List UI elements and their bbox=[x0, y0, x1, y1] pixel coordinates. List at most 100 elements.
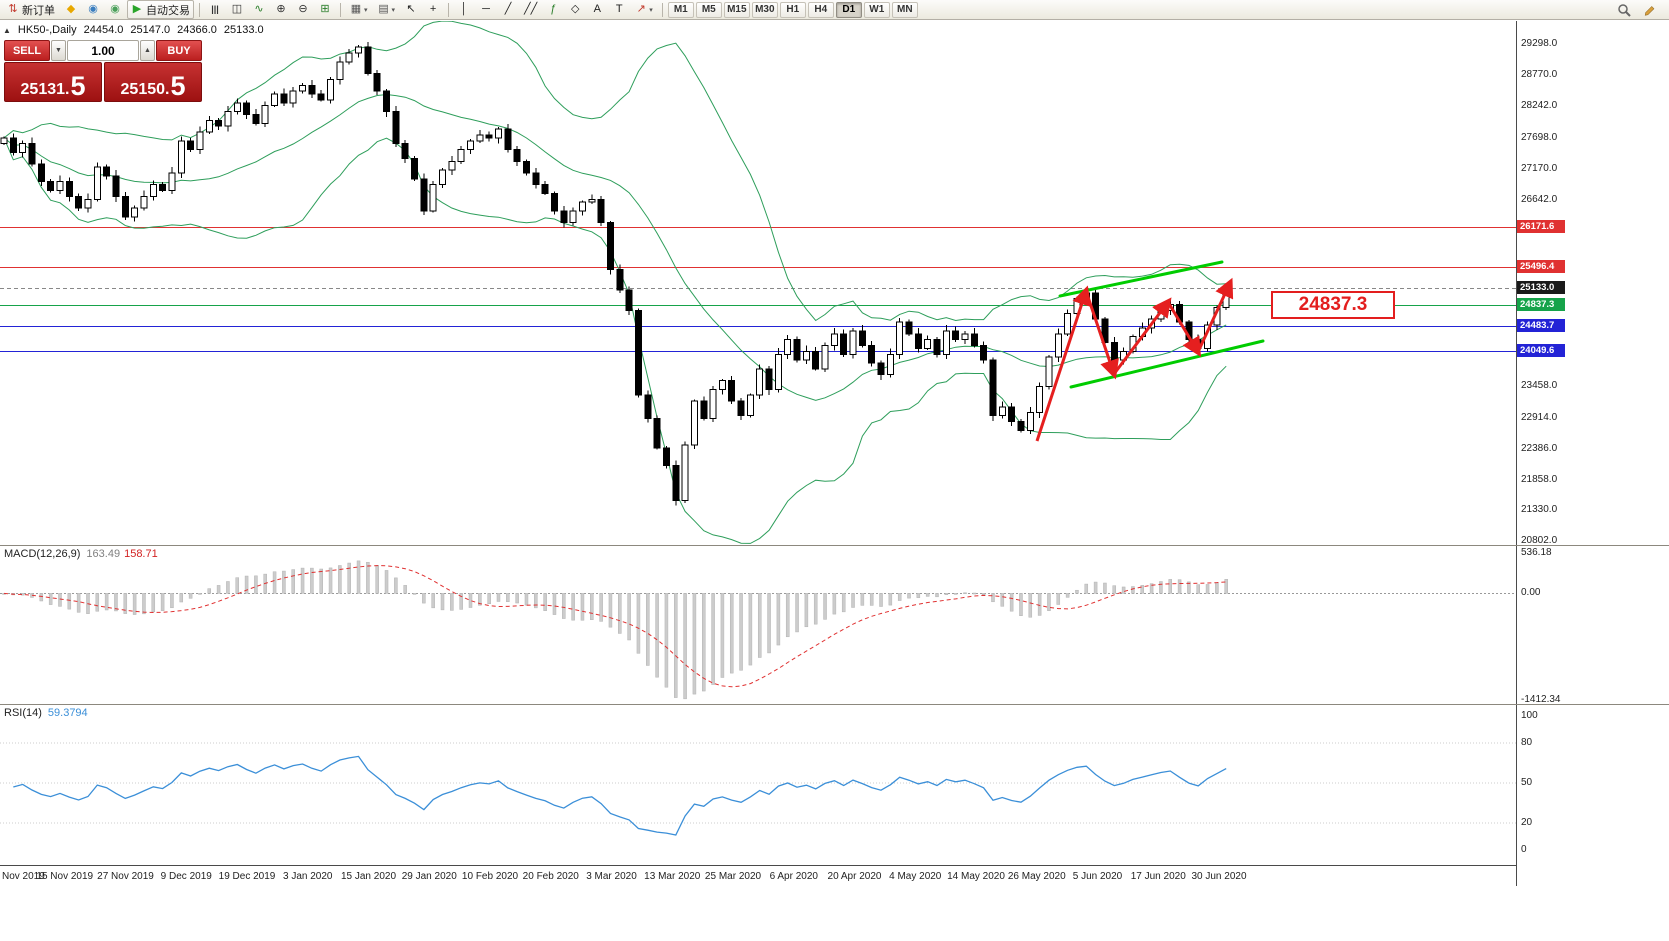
candlestick-chart-button[interactable]: ◫ bbox=[227, 0, 247, 19]
macd-bar bbox=[851, 593, 855, 608]
macd-axis-label: 0.00 bbox=[1521, 587, 1541, 599]
arrows-button[interactable]: ↗ ▾ bbox=[631, 0, 657, 19]
trend-arrow[interactable] bbox=[1035, 285, 1092, 442]
autotrading-button[interactable]: ▶ 自动交易 bbox=[127, 0, 194, 19]
rsi-axis-label: 50 bbox=[1521, 777, 1533, 788]
volume-up-button[interactable]: ▲ bbox=[140, 40, 155, 61]
market-icon: ◉ bbox=[110, 3, 120, 15]
candle bbox=[131, 207, 139, 218]
macd-pane-separator[interactable] bbox=[0, 545, 1669, 546]
candle bbox=[653, 418, 661, 449]
candle bbox=[961, 333, 969, 341]
price-axis-label: 28242.0 bbox=[1521, 100, 1558, 112]
macd-bar bbox=[48, 593, 53, 605]
trendline-button[interactable]: ╱ bbox=[498, 0, 518, 19]
panel-collapse-icon[interactable]: ▲ bbox=[3, 25, 11, 35]
search-button[interactable] bbox=[1613, 0, 1635, 19]
candle bbox=[588, 198, 596, 203]
community-button[interactable]: ◉ bbox=[83, 0, 103, 19]
price-axis[interactable]: 29298.0 28770.0 28242.0 27698.0 27170.0 26642… bbox=[1516, 21, 1669, 886]
date-axis[interactable]: Nov 2019 15 Nov 2019 27 Nov 2019 9 Dec 2019… bbox=[0, 865, 1516, 886]
macd-pane[interactable] bbox=[0, 560, 1516, 700]
price-axis-label: 21858.0 bbox=[1521, 473, 1558, 485]
date-axis-label: 29 Jan 2020 bbox=[401, 871, 457, 882]
macd-bar bbox=[440, 593, 445, 611]
timeframe-mn-button[interactable]: MN bbox=[891, 1, 918, 18]
candle bbox=[448, 160, 456, 171]
text-button[interactable]: A bbox=[587, 0, 607, 19]
channel-lower-line[interactable] bbox=[1069, 339, 1265, 389]
crosshair-button[interactable]: + bbox=[423, 0, 443, 19]
macd-bar bbox=[916, 593, 921, 598]
macd-bar bbox=[813, 593, 818, 625]
main-chart-pane[interactable] bbox=[0, 21, 1516, 544]
rsi-pane-separator[interactable] bbox=[0, 704, 1669, 705]
candle bbox=[728, 380, 736, 402]
timeframe-m1-button[interactable]: M1 bbox=[667, 1, 694, 18]
timeframe-m30-button[interactable]: M30 bbox=[751, 1, 778, 18]
cursor-button[interactable]: ↖ bbox=[401, 0, 421, 19]
macd-bar bbox=[1140, 585, 1145, 594]
timeframe-h1-button[interactable]: H1 bbox=[779, 1, 806, 18]
macd-bar bbox=[160, 593, 165, 611]
macd-bar bbox=[478, 593, 482, 606]
trend-arrow[interactable] bbox=[1084, 290, 1119, 380]
shapes-button[interactable]: ◇ bbox=[565, 0, 585, 19]
zoom-in-button[interactable]: ⊕ bbox=[271, 0, 291, 19]
candle bbox=[121, 195, 129, 218]
candle bbox=[401, 143, 409, 159]
profiles-button[interactable]: ▤ ▾ bbox=[374, 0, 400, 19]
channel-button[interactable]: ╱╱ bbox=[520, 0, 541, 19]
timeframe-d1-button[interactable]: D1 bbox=[835, 1, 862, 18]
new-order-button[interactable]: ⇅ 新订单 bbox=[3, 0, 59, 19]
trend-arrow[interactable] bbox=[1196, 277, 1234, 353]
macd-bar bbox=[1075, 589, 1079, 594]
candle bbox=[914, 333, 922, 349]
date-axis-label: 15 Nov 2019 bbox=[36, 871, 94, 882]
metaeditor-button[interactable]: ◆ bbox=[61, 0, 81, 19]
trend-arrow[interactable] bbox=[1166, 301, 1202, 358]
candle bbox=[1017, 421, 1025, 431]
quick-message-button[interactable] bbox=[1639, 0, 1661, 19]
market-button[interactable]: ◉ bbox=[105, 0, 125, 19]
toolbar-separator bbox=[340, 2, 341, 17]
candle bbox=[224, 111, 232, 127]
horizontal-line-button[interactable]: ─ bbox=[476, 0, 496, 19]
macd-bar bbox=[254, 575, 258, 594]
candle bbox=[662, 447, 670, 466]
line-chart-button[interactable]: ∿ bbox=[249, 0, 269, 19]
bar-chart-button[interactable]: ||| bbox=[205, 0, 225, 19]
fibonacci-button[interactable]: ƒ bbox=[543, 0, 563, 19]
price-callout[interactable]: 24837.3 bbox=[1271, 291, 1395, 319]
timeframe-h4-button[interactable]: H4 bbox=[807, 1, 834, 18]
rsi-pane[interactable] bbox=[0, 742, 1516, 836]
macd-bar bbox=[1187, 581, 1191, 594]
macd-bar bbox=[888, 593, 893, 606]
timeframe-m15-button[interactable]: M15 bbox=[723, 1, 750, 18]
new-chart-button[interactable]: ▦ ▾ bbox=[346, 0, 372, 19]
volume-down-button[interactable]: ▼ bbox=[51, 40, 66, 61]
candle bbox=[532, 172, 540, 186]
macd-bar bbox=[179, 593, 184, 603]
timeframe-w1-button[interactable]: W1 bbox=[863, 1, 890, 18]
zoom-out-button[interactable]: ⊖ bbox=[293, 0, 313, 19]
macd-bar bbox=[1168, 579, 1172, 594]
candle bbox=[700, 400, 708, 420]
rsi-indicator-label: RSI(14) 59.3794 bbox=[4, 707, 88, 719]
trend-arrow[interactable] bbox=[1112, 297, 1172, 375]
text-label-button[interactable]: T bbox=[609, 0, 629, 19]
tile-windows-button[interactable]: ⊞ bbox=[315, 0, 335, 19]
price-chart-svg[interactable] bbox=[0, 0, 1516, 886]
vertical-line-button[interactable]: │ bbox=[454, 0, 474, 19]
sell-price-display[interactable]: 25131. 5 bbox=[4, 62, 102, 102]
sell-button[interactable]: SELL bbox=[4, 40, 50, 61]
buy-button[interactable]: BUY bbox=[156, 40, 202, 61]
macd-bar bbox=[300, 567, 305, 594]
buy-price-display[interactable]: 25150. 5 bbox=[104, 62, 202, 102]
candle bbox=[634, 309, 642, 396]
macd-bar bbox=[1149, 583, 1154, 594]
macd-bar bbox=[953, 593, 958, 595]
volume-input[interactable] bbox=[67, 40, 139, 61]
candle bbox=[56, 181, 64, 192]
timeframe-m5-button[interactable]: M5 bbox=[695, 1, 722, 18]
